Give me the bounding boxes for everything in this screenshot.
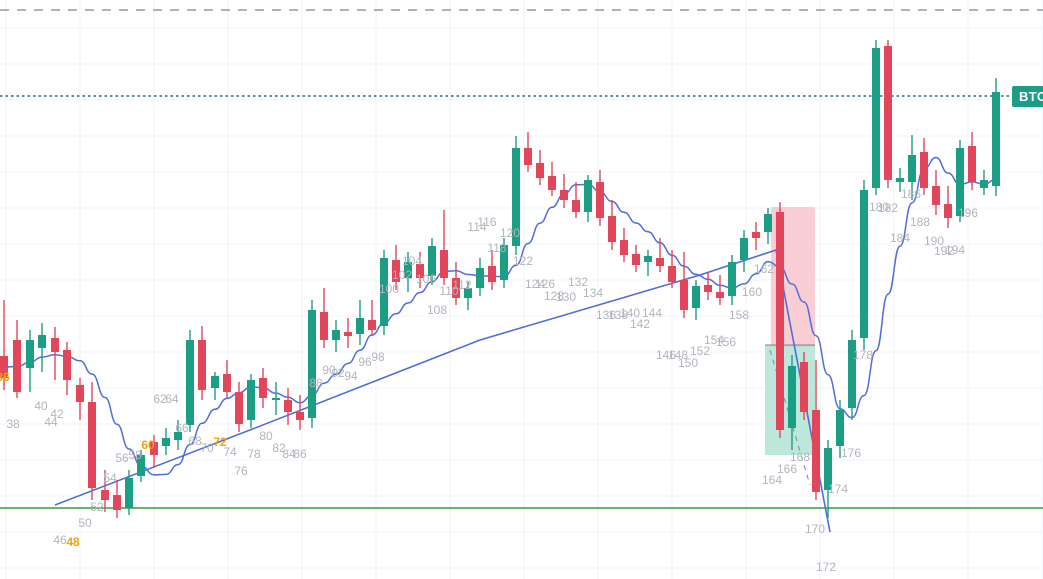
candle-body[interactable]	[860, 190, 868, 338]
candle-body[interactable]	[920, 152, 928, 188]
candle-body[interactable]	[644, 256, 652, 262]
candle-body[interactable]	[51, 338, 59, 352]
candle-body[interactable]	[524, 148, 532, 165]
candle-body[interactable]	[428, 246, 436, 276]
candle-body[interactable]	[13, 340, 21, 392]
candle-body[interactable]	[440, 250, 448, 278]
candle-body[interactable]	[848, 340, 856, 408]
candle-body[interactable]	[38, 335, 46, 348]
candle-body[interactable]	[211, 376, 219, 388]
candle-body[interactable]	[788, 366, 796, 428]
candle-body[interactable]	[932, 186, 940, 205]
candle-body[interactable]	[740, 238, 748, 260]
candle-body[interactable]	[656, 258, 664, 266]
candle-body[interactable]	[259, 378, 267, 398]
candle-body[interactable]	[728, 262, 736, 296]
candle-body[interactable]	[380, 258, 388, 326]
candle-body[interactable]	[0, 356, 8, 378]
candle-body[interactable]	[752, 232, 760, 238]
candle-body[interactable]	[174, 432, 182, 440]
candle-body[interactable]	[113, 495, 121, 510]
candle-body[interactable]	[584, 180, 592, 212]
candle-body[interactable]	[88, 402, 96, 488]
candle-body[interactable]	[150, 442, 158, 455]
candle-body[interactable]	[125, 478, 133, 508]
candle-body[interactable]	[692, 286, 700, 308]
candle-body[interactable]	[680, 280, 688, 310]
candle-body[interactable]	[247, 380, 255, 420]
candle-body[interactable]	[764, 214, 772, 232]
candle-body[interactable]	[944, 204, 952, 218]
candle-body[interactable]	[620, 240, 628, 255]
candle-body[interactable]	[404, 262, 412, 278]
candle-body[interactable]	[560, 190, 568, 200]
candle-body[interactable]	[992, 92, 1000, 186]
candle-body[interactable]	[416, 264, 424, 278]
candle-body[interactable]	[137, 455, 145, 476]
candle-body[interactable]	[632, 254, 640, 265]
candle-body[interactable]	[872, 48, 880, 188]
candle-body[interactable]	[956, 148, 964, 216]
candle-body[interactable]	[464, 288, 472, 298]
candle-body[interactable]	[76, 385, 84, 402]
candle-body[interactable]	[548, 176, 556, 190]
candle-body[interactable]	[101, 490, 109, 500]
candle-body[interactable]	[452, 278, 460, 298]
candle-body[interactable]	[296, 412, 304, 420]
candle-body[interactable]	[896, 178, 904, 182]
candle-body[interactable]	[836, 410, 844, 446]
candle-body[interactable]	[392, 260, 400, 282]
candle-body[interactable]	[512, 148, 520, 246]
candle-body[interactable]	[186, 340, 194, 425]
candle-body[interactable]	[980, 180, 988, 188]
candle-body[interactable]	[536, 163, 544, 178]
price-tag-btc[interactable]: BTC	[1012, 86, 1043, 107]
candle-body[interactable]	[776, 212, 784, 430]
candle-body[interactable]	[500, 245, 508, 280]
candle-body[interactable]	[704, 285, 712, 292]
candle-body[interactable]	[272, 398, 280, 400]
candle-body[interactable]	[824, 448, 832, 490]
candle-body[interactable]	[235, 392, 243, 424]
candle-body[interactable]	[572, 200, 580, 212]
candle-body[interactable]	[884, 46, 892, 180]
candle-body[interactable]	[908, 155, 916, 182]
candle-body[interactable]	[332, 330, 340, 340]
candle-body[interactable]	[26, 340, 34, 368]
candle-body[interactable]	[320, 312, 328, 340]
candle-body[interactable]	[223, 374, 231, 392]
candle-body[interactable]	[800, 362, 808, 412]
candle-body[interactable]	[308, 310, 316, 418]
candle-body[interactable]	[716, 292, 724, 298]
candle-body[interactable]	[162, 438, 170, 446]
candle-body[interactable]	[198, 340, 206, 390]
candle-body[interactable]	[476, 268, 484, 288]
candle-body[interactable]	[284, 400, 292, 412]
candle-body[interactable]	[668, 266, 676, 282]
candle-body[interactable]	[63, 350, 71, 380]
uptrend-line[interactable]	[54, 248, 831, 533]
candle-body[interactable]	[608, 216, 616, 242]
candle-body[interactable]	[368, 320, 376, 330]
candle-body[interactable]	[596, 182, 604, 218]
candle-body[interactable]	[356, 318, 364, 334]
candle-body[interactable]	[968, 146, 976, 182]
candles[interactable]	[0, 40, 1000, 518]
candle-body[interactable]	[344, 332, 352, 336]
candle-body[interactable]	[488, 266, 496, 282]
candle-body[interactable]	[812, 410, 820, 492]
